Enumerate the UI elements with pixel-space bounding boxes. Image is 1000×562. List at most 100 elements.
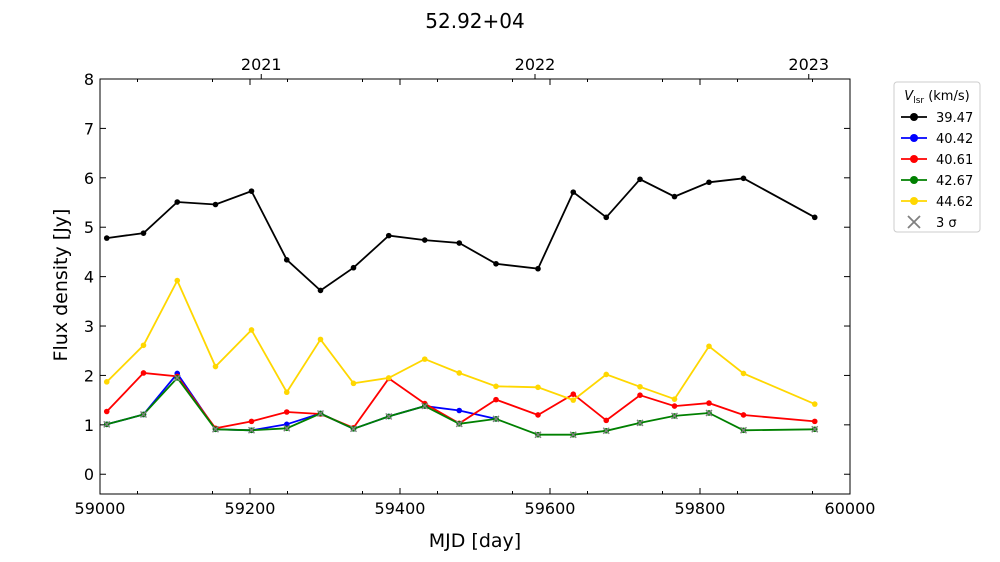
data-point bbox=[248, 327, 255, 333]
plot-frame bbox=[99, 78, 851, 495]
data-point bbox=[385, 232, 392, 239]
data-point bbox=[740, 175, 747, 182]
data-point bbox=[637, 392, 643, 398]
data-point bbox=[212, 201, 219, 208]
sigma-marker bbox=[455, 420, 463, 428]
data-point bbox=[456, 240, 463, 246]
data-point bbox=[174, 277, 181, 284]
data-point bbox=[140, 230, 147, 236]
y-tick-label: 1 bbox=[84, 416, 94, 435]
data-point bbox=[570, 189, 577, 195]
sigma-marker bbox=[740, 426, 747, 434]
data-point bbox=[493, 260, 499, 267]
x-tick-label: 59200 bbox=[225, 499, 276, 518]
x-axis-title: MJD [day] bbox=[429, 530, 521, 552]
data-point bbox=[103, 235, 110, 241]
top-year-label: 2023 bbox=[788, 55, 829, 74]
y-tick-label: 8 bbox=[84, 70, 94, 89]
series-line bbox=[106, 278, 816, 405]
data-point bbox=[671, 403, 678, 409]
data-point bbox=[493, 396, 499, 403]
data-point bbox=[603, 371, 610, 378]
legend-label: 44.62 bbox=[936, 195, 973, 210]
data-point bbox=[385, 375, 392, 381]
data-point bbox=[283, 421, 290, 428]
sigma-marker bbox=[705, 409, 713, 417]
top-year-label: 2021 bbox=[241, 55, 282, 74]
data-point bbox=[174, 199, 181, 205]
sigma-marker bbox=[671, 412, 678, 420]
data-point bbox=[671, 396, 678, 402]
data-point bbox=[811, 418, 818, 425]
series-line bbox=[106, 372, 815, 430]
sigma-marker bbox=[173, 374, 181, 382]
data-point bbox=[493, 383, 499, 390]
series-42.67 bbox=[103, 374, 819, 439]
data-point bbox=[603, 417, 610, 424]
sigma-marker bbox=[811, 425, 819, 433]
data-point bbox=[317, 287, 324, 294]
sigma-marker bbox=[602, 427, 610, 435]
series-39.47 bbox=[103, 175, 818, 294]
data-point bbox=[637, 176, 643, 183]
series-line bbox=[106, 177, 816, 292]
legend-swatch-marker bbox=[910, 113, 918, 121]
sigma-marker bbox=[140, 410, 147, 418]
legend-swatch-marker bbox=[910, 155, 918, 163]
sigma-marker bbox=[636, 419, 644, 427]
y-axis-title: Flux density [Jy] bbox=[50, 209, 72, 362]
y-tick-label: 4 bbox=[84, 268, 94, 287]
x-tick-label: 59800 bbox=[675, 499, 726, 518]
sigma-marker bbox=[421, 402, 429, 410]
data-point bbox=[456, 370, 463, 376]
data-point bbox=[283, 257, 290, 263]
data-point bbox=[317, 336, 324, 343]
data-point bbox=[535, 384, 541, 391]
data-point bbox=[811, 214, 818, 221]
sigma-marker bbox=[492, 415, 500, 423]
series-44.62 bbox=[103, 277, 818, 407]
legend-label-sigma: 3 σ bbox=[936, 216, 957, 231]
legend-label: 39.47 bbox=[936, 111, 973, 126]
axes: 59000 59200 59400 59600 59800 60000 0 1 2 3 4 5 6 7 8 2… bbox=[75, 55, 876, 518]
data-point bbox=[535, 265, 541, 272]
sigma-marker bbox=[317, 409, 324, 417]
x-tick-label: 60000 bbox=[825, 499, 876, 518]
data-point bbox=[570, 397, 577, 403]
data-point bbox=[740, 412, 747, 418]
sigma-marker bbox=[534, 431, 542, 439]
y-tick-label: 7 bbox=[84, 119, 94, 138]
sigma-marker bbox=[385, 412, 393, 420]
legend-swatch-marker bbox=[910, 134, 918, 142]
legend-swatch-marker bbox=[910, 176, 918, 184]
legend-label: 42.67 bbox=[936, 174, 973, 189]
series-line bbox=[106, 376, 815, 436]
data-point bbox=[706, 400, 712, 406]
y-tick-label: 0 bbox=[84, 465, 94, 484]
y-tick-label: 5 bbox=[84, 218, 94, 237]
data-point bbox=[570, 391, 577, 398]
legend-label: 40.42 bbox=[936, 132, 973, 147]
legend-sigma-marker bbox=[907, 215, 921, 229]
y-tick-label: 2 bbox=[84, 366, 94, 385]
sigma-marker bbox=[248, 426, 255, 434]
data-point bbox=[637, 383, 643, 390]
data-point bbox=[421, 356, 428, 362]
legend-label: 40.61 bbox=[936, 153, 973, 168]
data-point bbox=[740, 370, 747, 377]
data-point bbox=[706, 179, 712, 186]
x-tick-label: 59400 bbox=[375, 499, 426, 518]
data-point bbox=[603, 214, 610, 221]
data-point bbox=[248, 188, 255, 194]
data-point bbox=[671, 193, 678, 200]
sigma-marker bbox=[569, 431, 577, 439]
y-tick-label: 3 bbox=[84, 317, 94, 336]
sigma-marker bbox=[350, 425, 357, 433]
data-point bbox=[456, 407, 463, 414]
x-tick-label: 59600 bbox=[525, 499, 576, 518]
sigma-marker bbox=[103, 420, 111, 428]
sigma-marker bbox=[283, 424, 291, 432]
legend-title: Vlsr (km/s) bbox=[904, 89, 969, 106]
data-point bbox=[103, 408, 110, 415]
